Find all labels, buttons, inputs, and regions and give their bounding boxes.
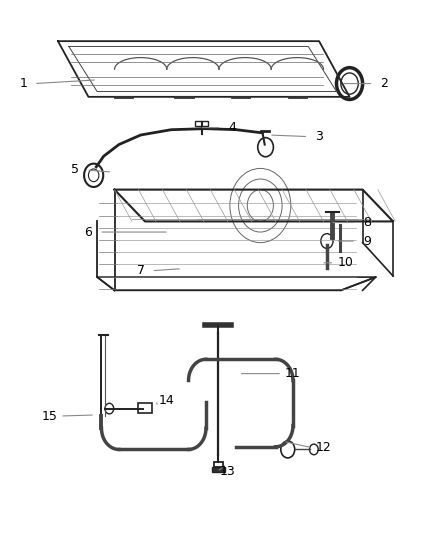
Text: 3: 3: [315, 130, 323, 143]
Text: 15: 15: [41, 409, 57, 423]
Text: 14: 14: [159, 393, 175, 407]
Polygon shape: [212, 467, 225, 472]
Text: 8: 8: [363, 216, 371, 229]
Text: 7: 7: [137, 264, 145, 277]
Text: 2: 2: [381, 77, 389, 90]
Text: 13: 13: [220, 465, 236, 478]
Text: 9: 9: [363, 235, 371, 247]
Text: 10: 10: [337, 256, 353, 269]
Text: 11: 11: [285, 367, 301, 380]
Text: 1: 1: [19, 77, 27, 90]
Text: 12: 12: [315, 441, 331, 454]
Text: 6: 6: [85, 225, 92, 239]
Text: 4: 4: [228, 121, 236, 134]
Text: 5: 5: [71, 164, 79, 176]
